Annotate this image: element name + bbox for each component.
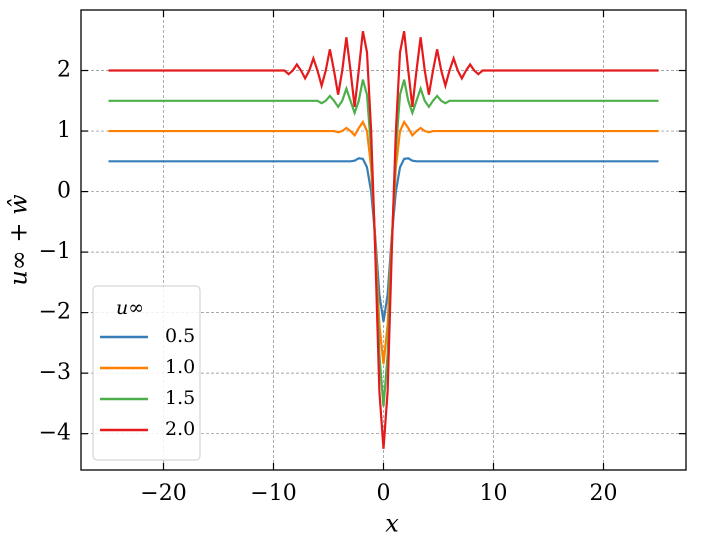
legend-label: 1.5	[165, 387, 195, 409]
x-tick-label: 10	[480, 481, 508, 506]
legend-label: 2.0	[165, 418, 195, 440]
series-line	[108, 119, 659, 365]
y-tick-label: 0	[57, 179, 71, 204]
y-tick-label: −4	[39, 421, 71, 446]
plot-frame	[80, 9, 687, 471]
legend-box	[92, 285, 201, 461]
y-tick-label: 1	[57, 118, 71, 143]
x-tick-label: 20	[590, 481, 618, 506]
legend-label: 0.5	[165, 325, 195, 347]
x-tick-label: 0	[377, 481, 391, 506]
legend: u∞ 0.5 1.0 1.5 2.0	[92, 285, 201, 461]
x-axis-label: x	[385, 510, 399, 538]
x-tick-label: −20	[140, 481, 186, 506]
y-tick-label: −1	[39, 239, 71, 264]
series-line	[108, 157, 659, 322]
legend-title: u∞	[116, 297, 144, 319]
series-line	[108, 30, 659, 449]
y-axis-label: u∞ + ŵ	[5, 194, 33, 286]
x-tick-label: −10	[250, 481, 296, 506]
y-tick-label: −2	[39, 300, 71, 325]
series-line	[108, 79, 659, 407]
legend-label: 1.0	[165, 356, 195, 378]
y-tick-label: 2	[57, 58, 71, 83]
y-tick-label: −3	[39, 360, 71, 385]
